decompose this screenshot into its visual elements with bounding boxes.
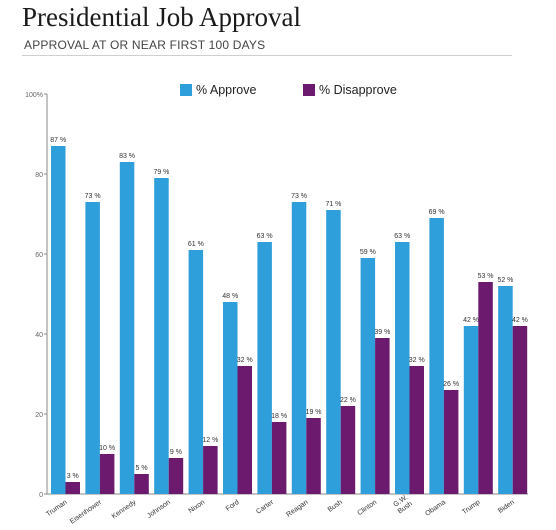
- y-tick-label: 0: [39, 492, 43, 499]
- disapprove-bar: [512, 326, 528, 494]
- y-tick-label: 20: [35, 412, 43, 419]
- approve-bar: [154, 178, 169, 494]
- disapprove-value-label: 3 %: [67, 473, 79, 480]
- approve-bar: [395, 242, 410, 494]
- disapprove-value-label: 12 %: [202, 437, 218, 444]
- x-category-label: Johnson: [146, 499, 172, 520]
- approve-value-label: 63 %: [257, 233, 273, 240]
- approve-bar: [257, 242, 272, 494]
- legend-swatch: [303, 84, 315, 96]
- approve-value-label: 52 %: [497, 277, 513, 284]
- disapprove-bar: [478, 282, 493, 494]
- approve-bar: [85, 202, 100, 494]
- disapprove-bar: [168, 458, 184, 494]
- x-category-label: Eisenhower: [69, 499, 104, 526]
- disapprove-value-label: 22 %: [340, 397, 356, 404]
- approve-bar: [51, 146, 66, 494]
- disapprove-bar: [375, 338, 390, 494]
- disapprove-bar: [443, 390, 459, 494]
- x-category-label: Obama: [424, 499, 447, 518]
- approve-value-label: 69 %: [429, 209, 445, 216]
- x-category-label: G.W.Bush: [392, 494, 414, 516]
- approve-value-label: 63 %: [394, 233, 410, 240]
- legend-label: % Disapprove: [319, 83, 397, 97]
- approve-bar: [360, 258, 376, 494]
- disapprove-value-label: 42 %: [512, 317, 528, 324]
- title-divider: [22, 55, 512, 56]
- approve-bar: [223, 302, 238, 494]
- legend-label: % Approve: [196, 83, 257, 97]
- disapprove-value-label: 39 %: [374, 329, 390, 336]
- disapprove-value-label: 26 %: [443, 381, 459, 388]
- x-category-label: Trump: [461, 499, 481, 516]
- approve-value-label: 42 %: [463, 317, 479, 324]
- disapprove-value-label: 53 %: [478, 273, 494, 280]
- approve-value-label: 87 %: [50, 137, 66, 144]
- approve-bar: [119, 162, 135, 494]
- x-category-label: Truman: [45, 499, 69, 518]
- disapprove-bar: [409, 366, 424, 494]
- disapprove-bar: [306, 418, 321, 494]
- y-tick-label: 100%: [25, 92, 43, 99]
- disapprove-value-label: 32 %: [237, 357, 253, 364]
- approve-bar: [188, 250, 204, 494]
- disapprove-value-label: 5 %: [136, 465, 148, 472]
- approve-bar: [326, 210, 341, 494]
- approve-value-label: 48 %: [222, 293, 238, 300]
- y-tick-label: 40: [35, 332, 43, 339]
- disapprove-value-label: 19 %: [306, 409, 322, 416]
- approve-value-label: 59 %: [360, 249, 376, 256]
- disapprove-bar: [134, 474, 149, 494]
- disapprove-bar: [340, 406, 356, 494]
- approve-value-label: 73 %: [291, 193, 307, 200]
- x-category-label: Nixon: [188, 499, 207, 515]
- x-category-label: Bush: [327, 499, 344, 514]
- approve-value-label: 79 %: [153, 169, 169, 176]
- approve-bar: [429, 218, 444, 494]
- y-tick-label: 60: [35, 252, 43, 259]
- approve-bar: [463, 326, 479, 494]
- x-category-label: Carter: [255, 499, 275, 516]
- x-category-label: Reagan: [285, 499, 309, 519]
- page-subtitle: APPROVAL AT OR NEAR FIRST 100 DAYS: [24, 38, 266, 52]
- legend-swatch: [180, 84, 192, 96]
- disapprove-bar: [237, 366, 252, 494]
- disapprove-value-label: 9 %: [170, 449, 182, 456]
- approve-value-label: 71 %: [325, 201, 341, 208]
- approve-value-label: 73 %: [85, 193, 101, 200]
- x-category-label: Kennedy: [111, 499, 138, 521]
- approve-value-label: 61 %: [188, 241, 204, 248]
- disapprove-bar: [65, 482, 80, 494]
- disapprove-value-label: 18 %: [271, 413, 287, 420]
- x-category-label: Clinton: [356, 499, 378, 517]
- disapprove-bar: [203, 446, 218, 494]
- approve-value-label: 83 %: [119, 153, 135, 160]
- disapprove-bar: [271, 422, 287, 494]
- approve-bar: [291, 202, 307, 494]
- approve-bar: [498, 286, 513, 494]
- x-category-label: Ford: [225, 499, 241, 513]
- x-category-label: Biden: [497, 499, 516, 515]
- y-tick-label: 80: [35, 172, 43, 179]
- page-title: Presidential Job Approval: [22, 2, 301, 32]
- disapprove-value-label: 10 %: [99, 445, 115, 452]
- disapprove-bar: [99, 454, 115, 494]
- disapprove-value-label: 32 %: [409, 357, 425, 364]
